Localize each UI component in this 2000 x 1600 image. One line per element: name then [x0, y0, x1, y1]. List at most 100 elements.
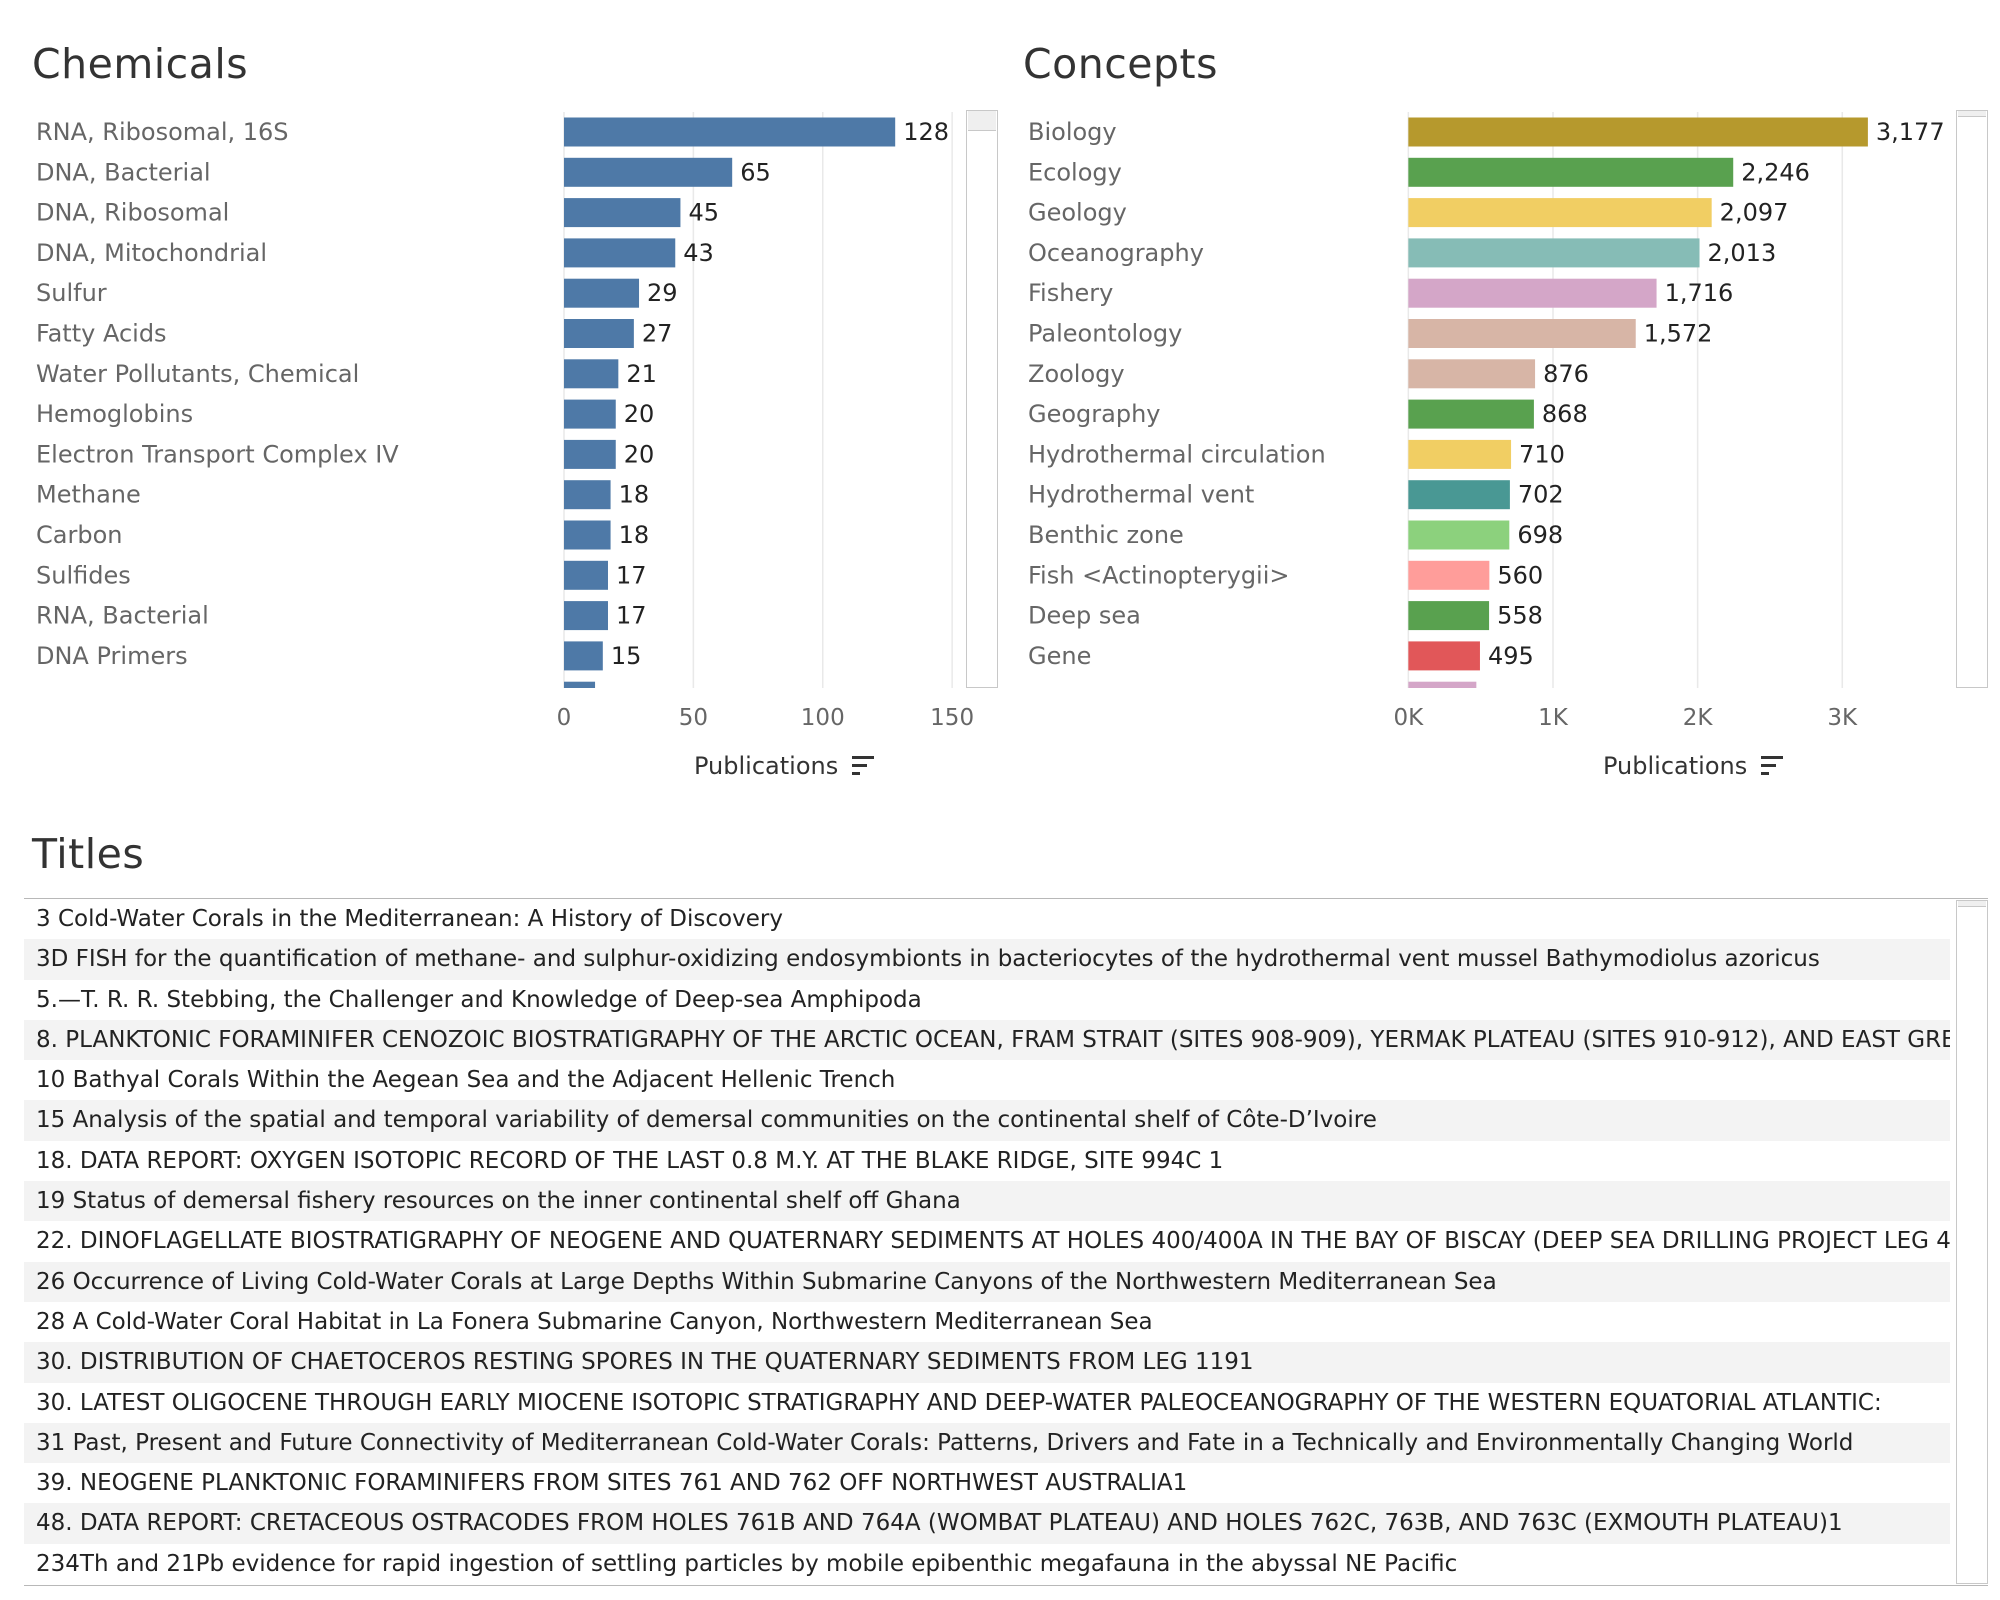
- category-label[interactable]: Oceanography: [1028, 239, 1204, 267]
- category-label[interactable]: Electron Transport Complex IV: [36, 440, 399, 468]
- category-label[interactable]: Methane: [36, 481, 141, 509]
- concepts-scrollbar[interactable]: [1956, 110, 1988, 688]
- tick-label: 150: [930, 705, 974, 731]
- category-label[interactable]: Fishery: [1028, 279, 1113, 307]
- chemicals-scrollbar[interactable]: [966, 110, 998, 688]
- category-label[interactable]: Geography: [1028, 400, 1161, 428]
- value-label: 876: [1543, 360, 1589, 388]
- bar[interactable]: [1408, 238, 1700, 268]
- chart-body: RNA, Ribosomal, 16S 128 DNA, Bacterial 65 DN…: [36, 112, 953, 711]
- category-label[interactable]: Sulfides: [36, 561, 131, 589]
- category-label[interactable]: Biology: [1028, 118, 1117, 146]
- title-row[interactable]: 19 Status of demersal fishery resources …: [24, 1181, 1950, 1222]
- concepts-scroll-thumb[interactable]: [1958, 111, 1986, 117]
- bar[interactable]: [564, 319, 634, 348]
- category-label[interactable]: Carbon: [36, 521, 122, 549]
- sort-descending-icon[interactable]: [852, 756, 875, 776]
- bar[interactable]: [1408, 117, 1868, 147]
- bar[interactable]: [1408, 157, 1734, 187]
- value-label: 15: [611, 642, 642, 670]
- title-row[interactable]: 8. PLANKTONIC FORAMINIFER CENOZOIC BIOST…: [24, 1019, 1950, 1061]
- sort-descending-icon[interactable]: [1761, 756, 1784, 776]
- title-row[interactable]: 10 Bathyal Corals Within the Aegean Sea …: [36, 1067, 896, 1094]
- bar[interactable]: [564, 601, 608, 631]
- bar[interactable]: [1408, 560, 1490, 590]
- category-label[interactable]: Geology: [1028, 199, 1127, 227]
- bar[interactable]: [1408, 601, 1490, 631]
- category-label[interactable]: Hydrothermal circulation: [1028, 440, 1326, 468]
- category-label[interactable]: DNA, Ribosomal: [36, 199, 229, 227]
- bar[interactable]: [564, 641, 603, 671]
- title-row[interactable]: 39. NEOGENE PLANKTONIC FORAMINIFERS FROM…: [36, 1470, 1188, 1497]
- bar-partial[interactable]: [1408, 681, 1477, 711]
- title-row[interactable]: 31 Past, Present and Future Connectivity…: [24, 1422, 1950, 1464]
- bar[interactable]: [564, 117, 896, 147]
- tick-label: 50: [679, 705, 708, 731]
- title-row[interactable]: 15 Analysis of the spatial and temporal …: [24, 1100, 1950, 1141]
- category-label[interactable]: Hemoglobins: [36, 400, 193, 428]
- value-label: 2,097: [1720, 199, 1789, 227]
- title-row[interactable]: 28 A Cold-Water Coral Habitat in La Fone…: [36, 1308, 1153, 1335]
- value-label: 698: [1517, 521, 1563, 549]
- concepts-axis-title[interactable]: Publications: [1603, 752, 1784, 780]
- tick-label: 100: [801, 705, 845, 731]
- chemicals-scroll-thumb[interactable]: [968, 111, 996, 131]
- category-label[interactable]: Sulfur: [36, 279, 107, 307]
- category-label[interactable]: Paleontology: [1028, 320, 1182, 348]
- title-row[interactable]: 30. DISTRIBUTION OF CHAETOCEROS RESTING …: [24, 1342, 1950, 1383]
- value-label: 45: [688, 199, 719, 227]
- title-row[interactable]: 26 Occurrence of Living Cold-Water Coral…: [24, 1261, 1950, 1302]
- bar[interactable]: [564, 359, 619, 389]
- bar[interactable]: [564, 560, 608, 590]
- title-row[interactable]: 48. DATA REPORT: CRETACEOUS OSTRACODES F…: [24, 1503, 1950, 1544]
- category-label[interactable]: Gene: [1028, 642, 1091, 670]
- category-label[interactable]: Fish <Actinopterygii>: [1028, 561, 1290, 589]
- bar[interactable]: [1408, 439, 1512, 469]
- title-row[interactable]: 3 Cold-Water Corals in the Mediterranean…: [36, 906, 783, 932]
- concepts-chart-svg: Biology 3,177 Ecology 2,246 Geology 2,097 Ocea…: [1028, 112, 1945, 731]
- bar[interactable]: [564, 278, 640, 308]
- bar[interactable]: [564, 520, 611, 550]
- title-row[interactable]: 234Th and 21Pb evidence for rapid ingest…: [36, 1550, 1458, 1577]
- bar[interactable]: [1408, 319, 1636, 348]
- bar[interactable]: [564, 399, 616, 429]
- bar[interactable]: [1408, 359, 1536, 389]
- category-label[interactable]: Ecology: [1028, 158, 1122, 186]
- title-row[interactable]: 5.—T. R. R. Stebbing, the Challenger and…: [36, 986, 922, 1013]
- category-label[interactable]: RNA, Ribosomal, 16S: [36, 118, 289, 146]
- titles-scrollbar[interactable]: [1956, 900, 1988, 1584]
- category-label[interactable]: RNA, Bacterial: [36, 602, 209, 630]
- bar[interactable]: [1408, 399, 1534, 429]
- bar[interactable]: [1408, 641, 1480, 671]
- bar[interactable]: [564, 198, 681, 228]
- bar[interactable]: [1408, 278, 1657, 308]
- bar-partial[interactable]: [564, 681, 596, 711]
- bar[interactable]: [1408, 480, 1510, 510]
- category-label[interactable]: Hydrothermal vent: [1028, 481, 1254, 509]
- category-label[interactable]: Fatty Acids: [36, 320, 167, 348]
- chemicals-axis-title[interactable]: Publications: [694, 752, 875, 780]
- category-label[interactable]: DNA Primers: [36, 642, 188, 670]
- category-label[interactable]: Benthic zone: [1028, 521, 1184, 549]
- bar[interactable]: [564, 157, 733, 187]
- bar[interactable]: [564, 480, 611, 510]
- title-row[interactable]: 18. DATA REPORT: OXYGEN ISOTOPIC RECORD …: [36, 1147, 1224, 1174]
- category-label[interactable]: Water Pollutants, Chemical: [36, 360, 359, 388]
- category-label[interactable]: DNA, Bacterial: [36, 158, 211, 186]
- category-label[interactable]: Zoology: [1028, 360, 1125, 388]
- value-label: 1,572: [1644, 320, 1713, 348]
- value-label: 65: [740, 158, 771, 186]
- bar[interactable]: [1408, 520, 1510, 550]
- value-label: 20: [624, 400, 655, 428]
- bar[interactable]: [1408, 198, 1712, 228]
- category-label[interactable]: Deep sea: [1028, 602, 1141, 630]
- title-row[interactable]: 3D FISH for the quantification of methan…: [24, 939, 1950, 980]
- title-row[interactable]: 22. DINOFLAGELLATE BIOSTRATIGRAPHY OF NE…: [36, 1228, 1950, 1255]
- value-label: 43: [683, 239, 714, 267]
- bar[interactable]: [564, 439, 616, 469]
- title-row[interactable]: 30. LATEST OLIGOCENE THROUGH EARLY MIOCE…: [36, 1389, 1882, 1416]
- category-label[interactable]: DNA, Mitochondrial: [36, 239, 267, 267]
- value-label: 495: [1488, 642, 1534, 670]
- bar[interactable]: [564, 238, 676, 268]
- titles-scroll-thumb[interactable]: [1958, 901, 1986, 907]
